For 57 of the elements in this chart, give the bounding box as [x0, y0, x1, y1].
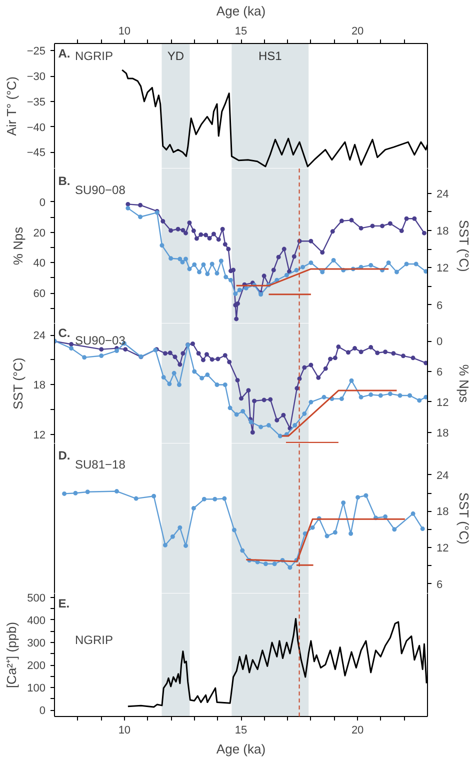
- text: NGRIP: [75, 633, 114, 648]
- text: SU90−08: [75, 183, 126, 198]
- y2-tick-label: 18: [436, 427, 449, 440]
- band-label: HS1: [258, 49, 282, 63]
- y-tick-label: 400: [27, 614, 46, 627]
- y-tick-label: 200: [27, 660, 46, 672]
- y-tick-label: −35: [26, 96, 46, 108]
- x-tick-label: 10: [118, 724, 131, 736]
- y2-tick-label: 18: [436, 226, 449, 238]
- x2-tick-label: 15: [234, 26, 248, 38]
- y2-axis-title: SST (°C): [456, 492, 472, 544]
- y-tick-label: −40: [26, 122, 46, 134]
- text: SU90−03: [75, 333, 126, 348]
- x-tick-label: 15: [234, 724, 248, 736]
- text: B.: [58, 174, 70, 188]
- y-tick-label: 40: [33, 258, 46, 270]
- chart-title: C.: [58, 326, 70, 340]
- y-tick-label: 24: [33, 330, 46, 342]
- y2-tick-label: 12: [436, 396, 449, 409]
- y-tick-label: 12: [33, 429, 46, 442]
- x-tick-label: 20: [351, 724, 364, 736]
- y2-tick-label: 12: [436, 262, 449, 275]
- y-tick-label: 300: [27, 637, 46, 650]
- y-tick-label: 18: [33, 380, 46, 392]
- y-tick-label: −25: [26, 46, 46, 58]
- x2-tick-label: 20: [351, 26, 364, 38]
- y-tick-label: 100: [27, 682, 46, 695]
- y-axis-title: SST (°C): [10, 358, 26, 410]
- y-tick-label: 500: [27, 592, 46, 604]
- y2-tick-label: 12: [436, 542, 449, 555]
- band-label: YD: [167, 49, 184, 63]
- y-tick-label: 0: [39, 705, 46, 718]
- y-tick-label: 0: [39, 196, 46, 209]
- y2-tick-label: 24: [436, 188, 449, 200]
- x-axis-title: Age (ka): [216, 742, 266, 756]
- x2-axis-title: Age (ka): [216, 4, 266, 18]
- y-axis-title: [Ca²⁺] (ppb): [4, 622, 20, 688]
- y-tick-label: 20: [33, 227, 46, 240]
- text: D.: [58, 448, 70, 462]
- y2-tick-label: 18: [436, 506, 449, 518]
- y-tick-label: −30: [26, 71, 46, 84]
- y-axis-title: % Nps: [10, 226, 26, 266]
- chart-title: E.: [58, 596, 70, 610]
- series-label: NGRIP: [75, 49, 114, 63]
- text: SU81−18: [75, 458, 126, 472]
- y2-tick-label: 0: [436, 336, 443, 348]
- y2-axis-title: SST (°C): [456, 220, 472, 272]
- y-tick-label: 60: [33, 288, 46, 300]
- y2-axis-title: % Nps: [456, 364, 472, 404]
- y-tick-label: −45: [26, 147, 46, 160]
- x2-tick-label: 10: [118, 26, 131, 38]
- y2-tick-label: 6: [436, 578, 443, 591]
- chart-title: A.: [58, 46, 70, 60]
- y2-tick-label: 6: [436, 300, 443, 312]
- y-axis-title: Air T° (°C): [4, 76, 19, 136]
- y2-tick-label: 6: [436, 366, 443, 379]
- y2-tick-label: 24: [436, 470, 449, 482]
